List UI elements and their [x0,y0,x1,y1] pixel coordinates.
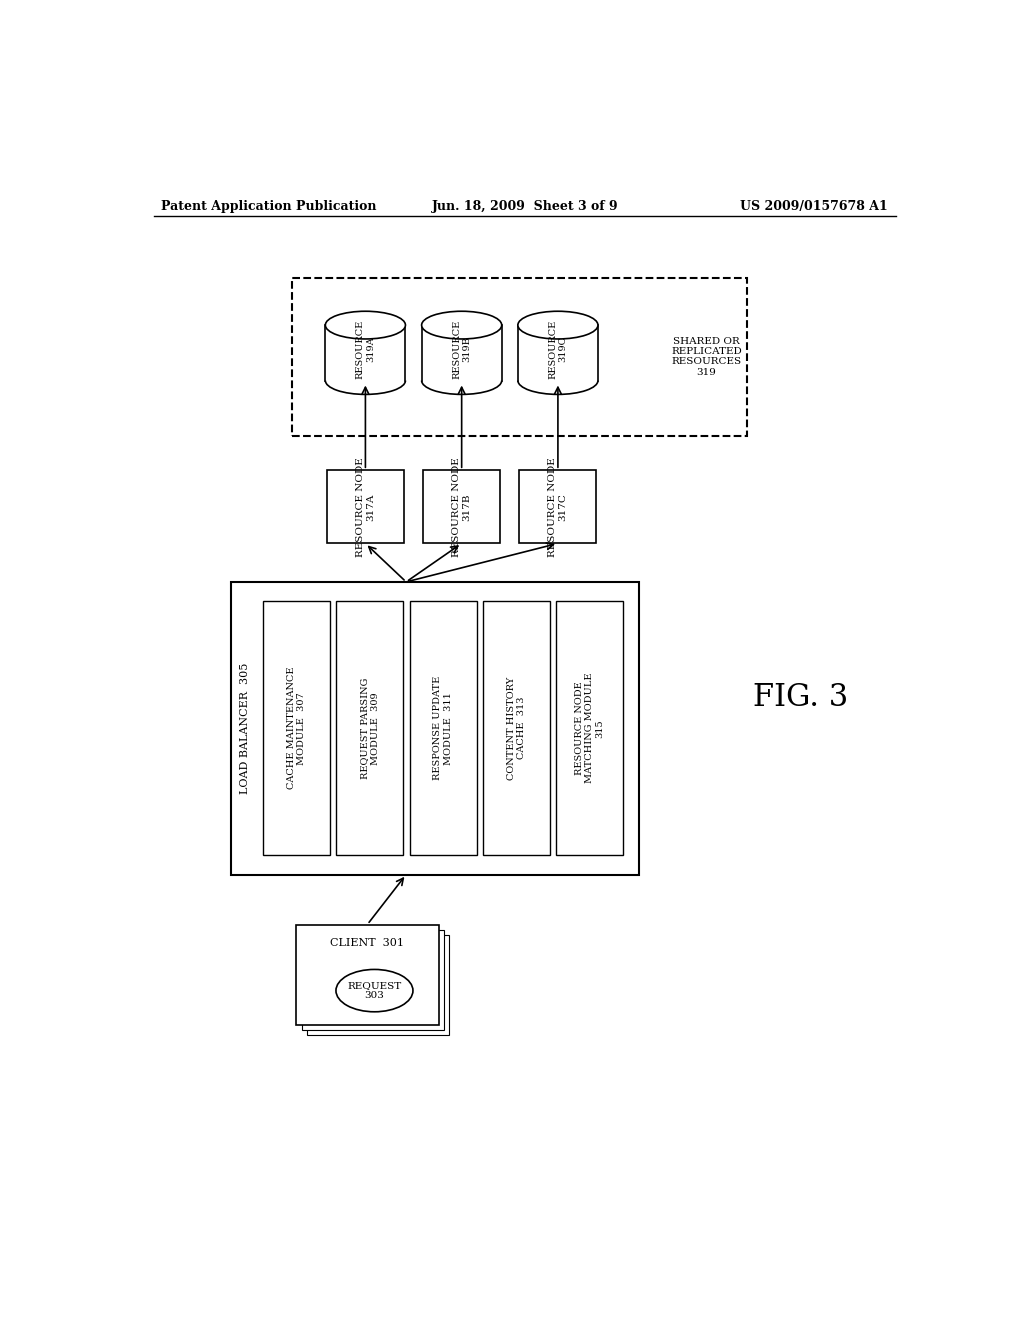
Bar [327,470,403,544]
Bar [292,277,746,436]
Text: RESOURCE
319A: RESOURCE 319A [355,319,375,379]
Bar [301,929,444,1030]
Bar [307,936,450,1035]
Text: RESOURCE NODE
317A: RESOURCE NODE 317A [355,457,375,557]
Text: FIG. 3: FIG. 3 [753,682,848,713]
Text: RESOURCE NODE
317B: RESOURCE NODE 317B [452,457,471,557]
Text: RESPONSE UPDATE
MODULE  311: RESPONSE UPDATE MODULE 311 [433,676,453,780]
Ellipse shape [422,312,502,339]
Bar [422,325,502,380]
Text: Jun. 18, 2009  Sheet 3 of 9: Jun. 18, 2009 Sheet 3 of 9 [431,199,618,213]
Bar [326,325,406,380]
Text: RESOURCE
319B: RESOURCE 319B [452,319,471,379]
Ellipse shape [326,312,406,339]
Text: Patent Application Publication: Patent Application Publication [162,199,377,213]
Bar [296,924,438,1024]
Text: RESOURCE NODE
317C: RESOURCE NODE 317C [548,457,567,557]
Ellipse shape [518,312,598,339]
Bar [336,601,403,855]
Bar [423,470,500,544]
Ellipse shape [336,969,413,1012]
Bar [483,601,550,855]
Text: REQUEST PARSING
MODULE  309: REQUEST PARSING MODULE 309 [360,677,380,779]
Text: SHARED OR
REPLICATED
RESOURCES
319: SHARED OR REPLICATED RESOURCES 319 [671,337,742,376]
Bar [518,325,598,380]
Text: CACHE MAINTENANCE
MODULE  307: CACHE MAINTENANCE MODULE 307 [287,667,306,789]
Text: RESOURCE NODE
MATCHING MODULE
315: RESOURCE NODE MATCHING MODULE 315 [574,673,605,784]
Bar [519,470,596,544]
Text: RESOURCE
319C: RESOURCE 319C [548,319,567,379]
Text: LOAD BALANCER  305: LOAD BALANCER 305 [240,663,250,793]
Text: CONTENT HISTORY
CACHE  313: CONTENT HISTORY CACHE 313 [507,677,526,780]
Bar [263,601,330,855]
Bar [556,601,624,855]
Bar [410,601,477,855]
Bar [230,582,639,875]
Text: CLIENT  301: CLIENT 301 [331,937,404,948]
Text: REQUEST
303: REQUEST 303 [347,981,401,1001]
Text: US 2009/0157678 A1: US 2009/0157678 A1 [740,199,888,213]
